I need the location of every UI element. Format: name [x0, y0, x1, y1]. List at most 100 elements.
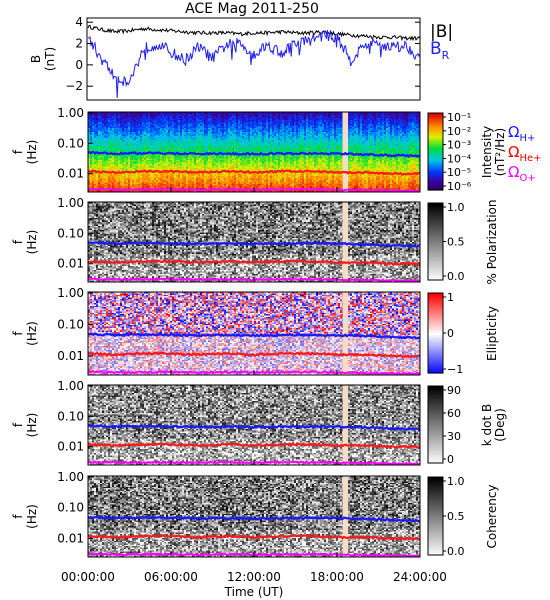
colorbar-cell — [428, 303, 443, 306]
b-ytick-label: −2 — [65, 79, 83, 93]
heatmap-ellip — [88, 292, 420, 375]
colorbar-cell — [428, 335, 443, 338]
colorbar-cell — [428, 186, 443, 189]
colorbar-cell — [428, 276, 443, 279]
f-ytick-label: 0.10 — [57, 226, 84, 240]
colorbar-cell — [428, 145, 443, 149]
spectrogram-panels: 1.000.100.01f (Hz)10⁻¹10⁻²10⁻³10⁻⁴10⁻⁵10⁻… — [11, 106, 507, 558]
colorbar-cell — [428, 506, 443, 509]
gyro-line-h-plus — [87, 332, 421, 340]
colorbar-cell — [428, 258, 443, 262]
colorbar-cell — [428, 391, 443, 395]
colorbar-cell — [428, 351, 443, 354]
f-ylabel: f — [11, 331, 25, 336]
colorbar-cell — [428, 551, 443, 554]
colorbar-cell — [428, 553, 443, 556]
colorbar-tick-label: 10⁻⁴ — [447, 152, 472, 165]
colorbar-cell — [428, 295, 443, 298]
time-tick-4: 24:00:00 — [393, 570, 447, 584]
colorbar-cell — [428, 155, 443, 158]
f-ytick-label: 0.01 — [57, 167, 84, 181]
colorbar-cell — [428, 409, 443, 412]
colorbar-cell — [428, 253, 443, 256]
colorbar-label: Coherency — [485, 484, 499, 548]
colorbar-tick-label: 10⁻⁵ — [447, 166, 471, 179]
colorbar-tick-label: 0 — [447, 327, 454, 340]
colorbar-cell — [428, 325, 443, 328]
colorbar-cell — [428, 239, 443, 243]
colorbar-cell — [428, 128, 443, 131]
colorbar-unit: (nT²/Hz) — [493, 128, 507, 176]
panel-intensity: 1.00 0.10 0.01 f (Hz) 10⁻¹10⁻²10⁻³10⁻⁴10⁻⁵10⁻… — [11, 106, 507, 193]
colorbar-cell — [428, 393, 443, 397]
gyro-line-he-plus — [87, 534, 421, 541]
colorbar-cell — [428, 533, 443, 537]
colorbar-cell — [428, 182, 443, 185]
colorbar-cell — [428, 397, 443, 401]
colorbar-cell — [428, 529, 443, 533]
colorbar-cell — [428, 416, 443, 420]
colorbar-cell — [428, 164, 443, 168]
colorbar-cell — [428, 496, 443, 500]
colorbar-cell — [428, 245, 443, 248]
colorbar-cell — [428, 159, 443, 162]
b-field-ylabel: B — [29, 55, 43, 63]
colorbar-cell — [428, 134, 443, 137]
colorbar-cell — [428, 237, 443, 241]
colorbar-cell — [428, 535, 443, 539]
omega-h-label: ΩH+ — [508, 123, 535, 144]
colorbar-cell — [428, 297, 443, 300]
colorbar-tick-label: 1 — [447, 291, 454, 304]
colorbar-cell — [428, 488, 443, 492]
colorbar-cell — [428, 405, 443, 408]
colorbar-cell — [428, 424, 443, 428]
f-ylabel: f — [11, 149, 25, 154]
colorbar-cell — [428, 369, 443, 372]
colorbar-cell — [428, 486, 443, 490]
heatmap-pol — [88, 202, 420, 282]
colorbar-cell — [428, 299, 443, 302]
b-field-y-ticks: 4 2 0 −2 — [65, 15, 420, 93]
colorbar-cell — [428, 260, 443, 264]
colorbar-cell — [428, 453, 443, 456]
time-tick-1: 06:00:00 — [144, 570, 198, 584]
colorbar-tick-label: 30 — [447, 430, 461, 443]
colorbar-cell — [428, 341, 443, 344]
colorbar-cell — [428, 327, 443, 330]
colorbar-cell — [428, 204, 443, 208]
gyro-line-h-plus — [87, 515, 421, 523]
colorbar-tick-label: 10⁻¹ — [447, 111, 471, 124]
colorbar-cell — [428, 428, 443, 431]
colorbar-cell — [428, 461, 443, 464]
colorbar-cell — [428, 184, 443, 187]
colorbar-cell — [428, 264, 443, 268]
colorbar-cell — [428, 549, 443, 552]
colorbar-cell — [428, 224, 443, 227]
colorbar-cell — [428, 349, 443, 352]
colorbar-cell — [428, 439, 443, 443]
colorbar-cell — [428, 363, 443, 366]
colorbar-cell — [428, 353, 443, 356]
colorbar-cell — [428, 251, 443, 254]
f-ylabel: f — [11, 239, 25, 244]
colorbar-cell — [428, 502, 443, 505]
colorbar-cell — [428, 203, 443, 206]
data-gap — [342, 476, 349, 557]
colorbar-cell — [428, 176, 443, 180]
colorbar-cell — [428, 494, 443, 498]
f-ytick-label: 0.10 — [57, 136, 84, 150]
colorbar-cell — [428, 516, 443, 519]
colorbar-cell — [428, 222, 443, 225]
time-axis-label: Time (UT) — [224, 585, 284, 599]
colorbar-tick-label: 0.0 — [447, 270, 465, 283]
colorbar-cell — [428, 120, 443, 124]
colorbar-cell — [428, 139, 443, 143]
colorbar-cell — [428, 149, 443, 153]
f-ytick-label: 0.10 — [57, 318, 84, 332]
colorbar-cell — [428, 166, 443, 170]
f-ytick-label: 1.00 — [57, 470, 84, 484]
colorbar-tick-label: 10⁻⁶ — [447, 180, 472, 193]
omega-he-symbol: Ω — [508, 143, 519, 161]
f-ytick-label: 0.01 — [57, 532, 84, 546]
f-yunit: (Hz) — [25, 321, 39, 346]
